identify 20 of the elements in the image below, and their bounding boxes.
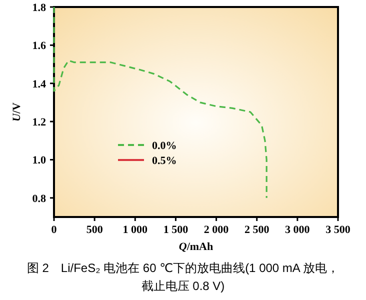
y-axis-title: U/V	[11, 102, 23, 122]
caption: 图 2 Li/FeS₂ 电池在 60 ℃下的放电曲线(1 000 mA 放电，	[26, 261, 340, 275]
x-tick-label: 3 500	[326, 224, 351, 236]
x-tick-label: 1 000	[122, 224, 148, 236]
y-tick-label: 1.6	[32, 40, 46, 52]
legend-label: 0.0%	[152, 140, 177, 152]
y-tick-label: 1.2	[32, 116, 46, 129]
x-tick-label: 2 500	[244, 224, 270, 236]
y-tick-label: 1.0	[32, 154, 46, 167]
legend-label: 0.5%	[152, 155, 177, 167]
x-tick-label: 3 000	[285, 224, 310, 236]
x-tick-label: 0	[51, 224, 58, 236]
y-tick-label: 1.4	[32, 78, 46, 90]
y-tick-label: 1.8	[32, 2, 46, 14]
x-tick-label: 1 500	[163, 224, 189, 236]
x-tick-label: 2 000	[204, 224, 230, 236]
x-axis-title: Q/mAh	[178, 241, 214, 253]
x-tick-label: 500	[86, 224, 104, 236]
y-tick-label: 0.8	[32, 192, 46, 205]
text: 截止电压 0.8 V)	[141, 279, 225, 293]
